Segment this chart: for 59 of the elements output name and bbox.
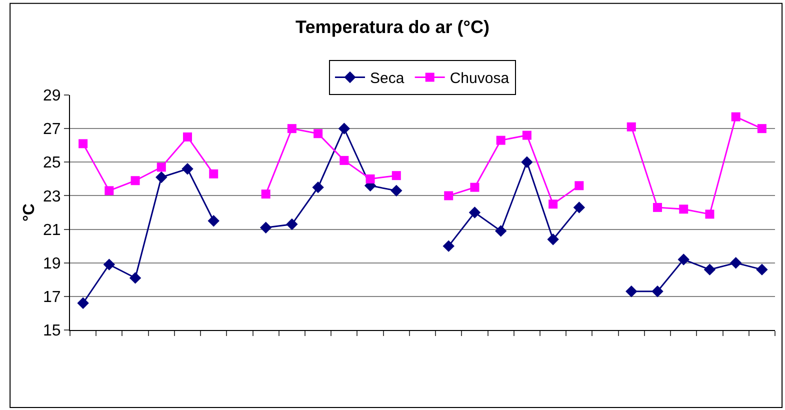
point [287, 124, 296, 134]
point [548, 200, 558, 209]
point [442, 240, 454, 252]
point [338, 122, 350, 134]
point [678, 254, 690, 266]
point [652, 286, 664, 298]
chart-title: Temperatura do ar (°C) [296, 17, 490, 38]
point [182, 163, 194, 175]
y-tick-label: 25 [43, 154, 61, 172]
point [496, 136, 506, 145]
point [468, 206, 481, 218]
point [183, 132, 192, 142]
point [679, 204, 688, 214]
point [705, 210, 714, 219]
point [286, 218, 298, 230]
point [103, 258, 116, 270]
point [390, 184, 402, 197]
point [522, 130, 532, 140]
point [521, 156, 533, 168]
y-tick-label: 17 [43, 289, 61, 306]
point [573, 202, 586, 214]
point [470, 182, 480, 192]
point [77, 297, 89, 309]
point [260, 222, 272, 234]
y-tick-label: 29 [43, 88, 61, 105]
point [78, 139, 88, 148]
point [574, 181, 584, 190]
y-tick-label: 19 [43, 255, 61, 272]
point [366, 174, 375, 184]
point [626, 286, 638, 298]
point [209, 169, 218, 178]
point [261, 190, 270, 199]
point [156, 162, 166, 172]
point [392, 171, 401, 180]
point [626, 122, 636, 132]
y-tick-label: 23 [43, 188, 61, 206]
point [130, 176, 140, 186]
y-tick-label: 15 [43, 322, 61, 340]
point [757, 124, 766, 134]
point [756, 264, 768, 276]
point [547, 234, 559, 246]
point [104, 186, 114, 196]
point [129, 272, 142, 284]
point [653, 202, 662, 212]
point [730, 257, 742, 269]
legend-label: Chuvosa [450, 70, 510, 88]
point [494, 225, 507, 237]
point [208, 215, 220, 227]
point [444, 191, 454, 200]
y-axis-title: °C [20, 203, 38, 222]
point [156, 171, 168, 184]
point [312, 181, 324, 194]
point [314, 129, 323, 138]
point [731, 112, 740, 122]
point [704, 264, 716, 276]
legend-label: Seca [370, 70, 405, 88]
point [340, 156, 349, 165]
y-tick-label: 27 [43, 121, 61, 138]
y-tick-label: 21 [43, 222, 61, 239]
